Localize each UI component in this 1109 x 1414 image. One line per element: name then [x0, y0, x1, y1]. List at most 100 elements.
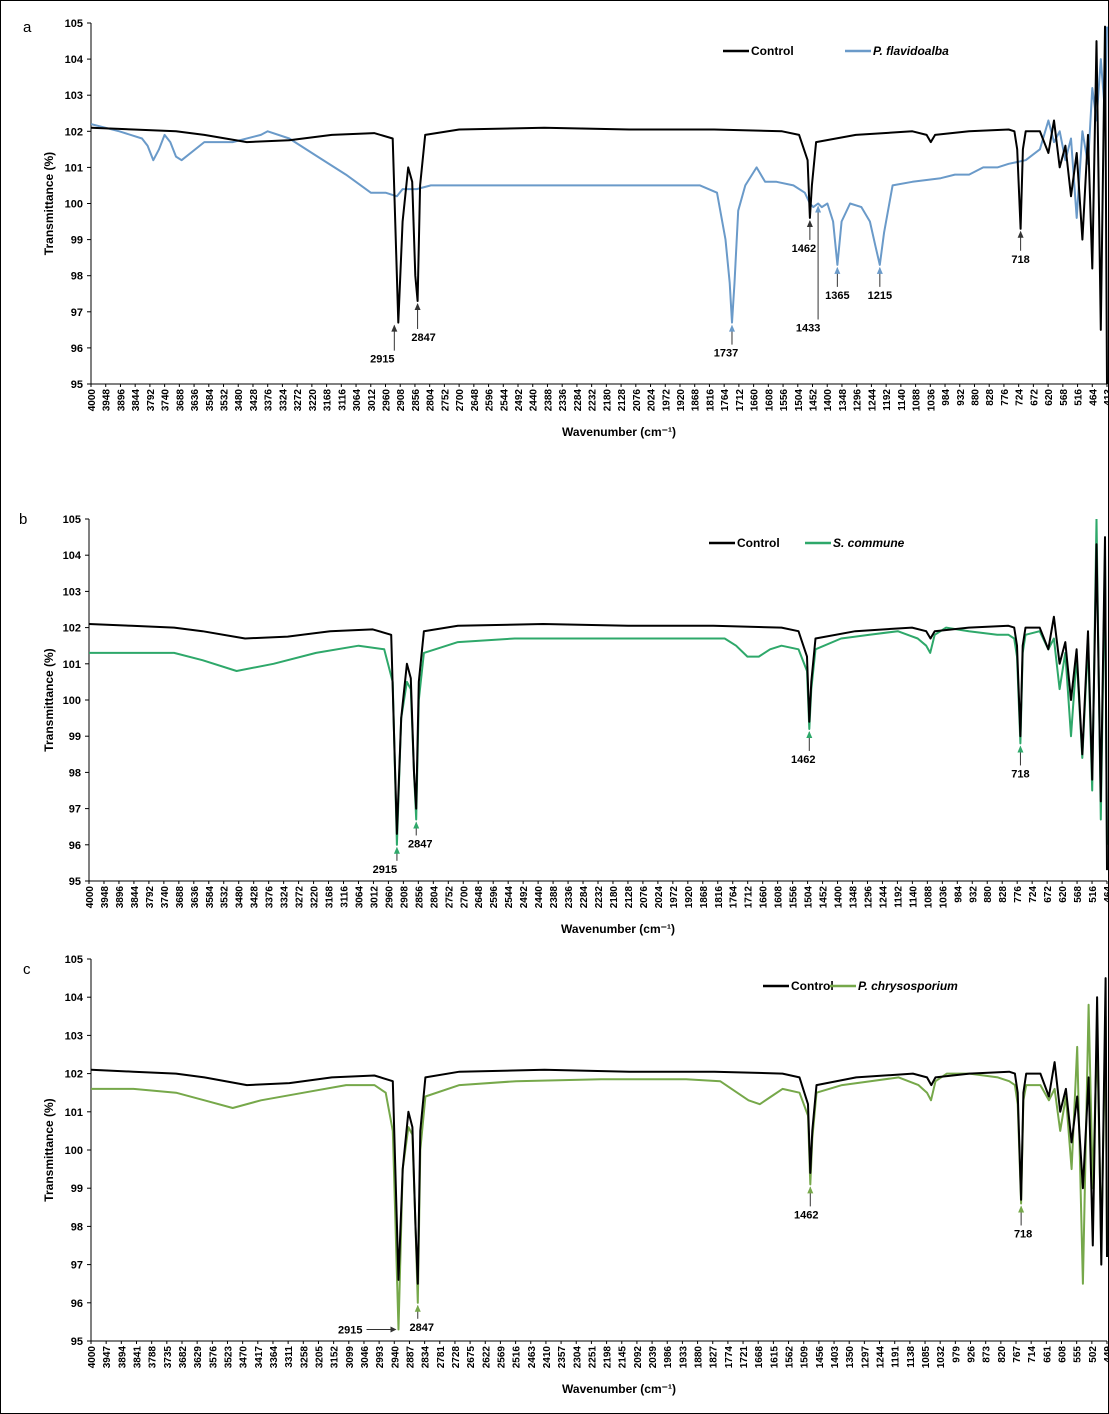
y-tick-label: 99: [71, 1183, 83, 1195]
legend-label: Control: [737, 536, 780, 550]
x-tick-label: 3532: [220, 886, 231, 909]
x-tick-label: 1615: [769, 1346, 780, 1369]
annotation-label: 1365: [825, 290, 849, 302]
y-tick-label: 100: [65, 1145, 83, 1157]
x-tick-label: 1400: [823, 389, 834, 412]
x-tick-label: 3844: [130, 886, 141, 909]
x-tick-label: 3220: [310, 886, 321, 909]
annotation-label: 1462: [792, 243, 816, 255]
x-tick-label: 1296: [853, 389, 864, 412]
x-tick-label: 1868: [699, 886, 710, 909]
y-tick-label: 100: [63, 695, 81, 707]
x-tick-label: 3584: [205, 389, 216, 412]
annotation-label: 1737: [714, 348, 738, 360]
annotation-label: 718: [1011, 254, 1029, 266]
x-tick-label: 2908: [396, 389, 407, 412]
x-tick-label: 1712: [744, 886, 755, 909]
x-tick-label: 464: [1088, 389, 1099, 406]
x-tick-label: 4000: [87, 1346, 98, 1369]
y-tick-label: 97: [69, 804, 81, 816]
x-tick-label: 3480: [235, 886, 246, 909]
panel-letter-b: b: [19, 511, 28, 528]
x-tick-label: 555: [1073, 1346, 1084, 1363]
x-tick-label: 2198: [603, 1346, 614, 1369]
x-tick-label: 516: [1088, 886, 1099, 903]
y-tick-label: 104: [65, 992, 84, 1004]
x-tick-label: 3099: [345, 1346, 356, 1369]
y-tick-label: 98: [71, 1221, 83, 1233]
x-tick-label: 620: [1058, 886, 1069, 903]
x-tick-label: 3947: [102, 1346, 113, 1369]
x-tick-label: 2357: [557, 1346, 568, 1369]
x-tick-label: 1721: [739, 1346, 750, 1369]
x-tick-label: 2024: [654, 886, 665, 909]
y-tick-label: 102: [63, 623, 81, 635]
y-tick-label: 96: [71, 343, 83, 355]
x-tick-label: 3740: [160, 886, 171, 909]
x-tick-label: 2284: [579, 886, 590, 909]
x-tick-label: 3417: [254, 1346, 265, 1369]
y-tick-label: 102: [65, 126, 83, 138]
x-tick-label: 2410: [542, 1346, 553, 1369]
x-tick-label: 1085: [921, 1346, 932, 1369]
x-tick-label: 1920: [684, 886, 695, 909]
x-tick-label: 2463: [527, 1346, 538, 1369]
x-tick-label: 828: [985, 389, 996, 406]
x-tick-label: 1140: [908, 886, 919, 908]
annotation-label: 718: [1011, 768, 1029, 780]
annotation-label: 1215: [868, 290, 892, 302]
annotation-label: 1462: [791, 754, 815, 766]
legend-label: S. commune: [833, 536, 905, 550]
annotation-arrowhead: [1017, 745, 1024, 753]
x-tick-label: 2544: [499, 389, 510, 412]
x-tick-label: 714: [1027, 1346, 1038, 1363]
x-tick-label: 1296: [863, 886, 874, 909]
x-tick-label: 4000: [87, 389, 98, 412]
x-tick-label: 2284: [573, 389, 584, 412]
x-tick-label: 3428: [249, 389, 260, 412]
x-tick-label: 1192: [882, 389, 893, 411]
x-tick-label: 1244: [867, 389, 878, 412]
x-tick-label: 932: [956, 389, 967, 406]
series-line-control: [89, 536, 1108, 871]
x-tick-label: 984: [953, 886, 964, 903]
x-tick-label: 2336: [558, 389, 569, 412]
x-tick-label: 724: [1015, 389, 1026, 406]
x-tick-label: 1608: [774, 886, 785, 909]
annotation-label: 1433: [796, 323, 820, 335]
x-tick-label: 3636: [190, 389, 201, 412]
x-tick-label: 1036: [938, 886, 949, 909]
x-tick-label: 3311: [284, 1346, 295, 1368]
x-tick-label: 2622: [481, 1346, 492, 1369]
x-tick-label: 2887: [405, 1346, 416, 1369]
chart-c: 95 96 97 98 99 100 101 102 103 104 105 4000 3947 3894…: [42, 954, 1109, 1396]
x-axis-title: Wavenumber (cm⁻¹): [561, 922, 675, 936]
x-tick-label: 3532: [220, 389, 231, 412]
x-tick-label: 3576: [208, 1346, 219, 1369]
x-tick-label: 3480: [234, 389, 245, 412]
y-tick-label: 95: [71, 1336, 83, 1348]
x-tick-label: 3324: [280, 886, 291, 909]
x-tick-label: 3205: [314, 1346, 325, 1369]
x-tick-label: 2024: [647, 389, 658, 412]
x-tick-label: 3894: [117, 1346, 128, 1369]
x-axis-title: Wavenumber (cm⁻¹): [562, 1382, 676, 1396]
x-tick-label: 3636: [190, 886, 201, 909]
x-tick-label: 3792: [146, 389, 157, 412]
panel-letter-a: a: [23, 19, 32, 36]
x-tick-label: 3948: [102, 389, 113, 412]
y-axis-title: Transmittance (%): [42, 1098, 56, 1201]
x-tick-label: 1509: [800, 1346, 811, 1369]
x-tick-label: 828: [998, 886, 1009, 903]
annotation-label: 2915: [338, 1325, 362, 1337]
x-tick-label: 1403: [830, 1346, 841, 1369]
x-tick-label: 776: [1013, 886, 1024, 903]
annotation-label: 2847: [411, 332, 435, 344]
x-tick-label: 880: [983, 886, 994, 903]
x-tick-label: 3584: [205, 886, 216, 909]
x-tick-label: 2180: [609, 886, 620, 909]
x-tick-label: 3364: [269, 1346, 280, 1369]
x-tick-label: 568: [1073, 886, 1084, 903]
x-tick-label: 1456: [815, 1346, 826, 1369]
